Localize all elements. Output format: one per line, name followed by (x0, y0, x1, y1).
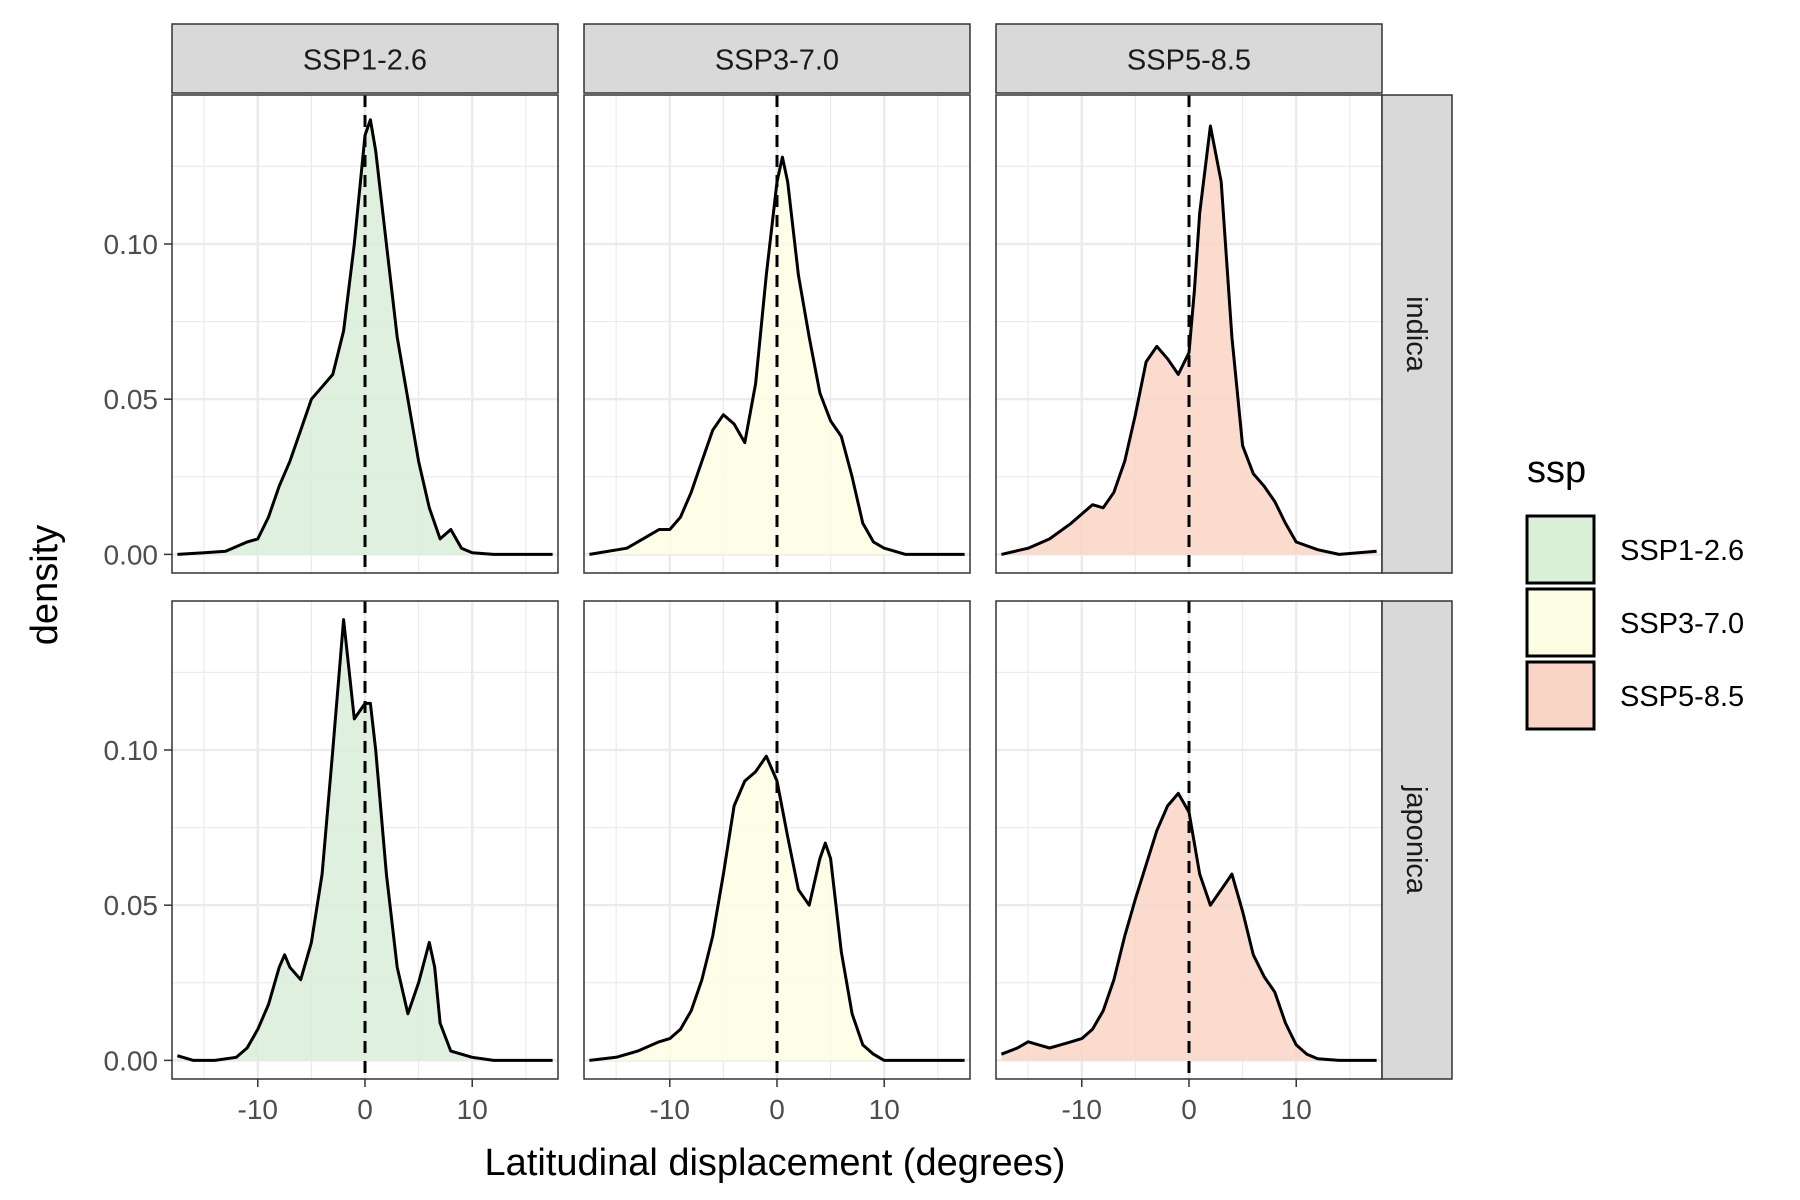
x-tick-label: 0 (1181, 1094, 1197, 1125)
strip-japonica: japonica (1381, 600, 1453, 1080)
strip-label: SSP1-2.6 (303, 45, 427, 77)
panel-indica-ssp3-7-0 (583, 94, 971, 574)
x-tick-label: -10 (650, 1094, 690, 1125)
legend-label: SSP3-7.0 (1620, 608, 1744, 640)
x-axis-title: Latitudinal displacement (degrees) (485, 1142, 1066, 1184)
y-tick-label: 0.05 (104, 384, 159, 415)
density-area (177, 619, 553, 1061)
axes: 0.00 0.05 0.10 0.00 0.05 0.10 -10 0 10 -10 0 10 -10 0… (104, 229, 1312, 1125)
y-tick-label: 0.10 (104, 229, 159, 260)
strip-label: SSP5-8.5 (1127, 45, 1251, 77)
strip-background (171, 23, 559, 94)
y-axis-title: density (24, 525, 66, 645)
x-tick-label: 10 (457, 1094, 488, 1125)
y-tick-label: 0.10 (104, 735, 159, 766)
legend-item-ssp3-7-0: SSP3-7.0 (1525, 587, 1744, 658)
panel-japonica-ssp3-7-0 (583, 600, 971, 1080)
strip-indica: indica (1381, 94, 1453, 574)
strip-label: SSP3-7.0 (715, 45, 839, 77)
x-tick-label: -10 (238, 1094, 278, 1125)
legend-label: SSP5-8.5 (1620, 681, 1744, 713)
strip-background (1381, 600, 1453, 1080)
density-line (1000, 791, 1377, 1062)
panel-border (171, 94, 559, 574)
density-line (1001, 124, 1377, 556)
legend-label: SSP1-2.6 (1620, 535, 1744, 567)
y-tick-label: 0.05 (104, 890, 159, 921)
facet-strips: SSP1-2.6 SSP3-7.0 SSP5-8.5 indica japonica (171, 23, 1453, 1080)
panel-indica-ssp1-2-6 (171, 94, 559, 574)
x-tick-label: 0 (357, 1094, 373, 1125)
panel-border (583, 94, 971, 574)
legend: ssp SSP1-2.6 SSP3-7.0 SSP5-8.5 (1525, 449, 1744, 731)
strip-background (583, 23, 971, 94)
strip-label: indica (1400, 296, 1432, 373)
legend-swatch (1525, 660, 1596, 731)
y-tick-label: 0.00 (104, 1045, 159, 1076)
density-line (176, 618, 553, 1062)
y-tick-label: 0.00 (104, 539, 159, 570)
legend-title: ssp (1527, 449, 1586, 491)
panel-japonica-ssp1-2-6 (171, 600, 559, 1080)
legend-item-ssp1-2-6: SSP1-2.6 (1525, 514, 1744, 585)
strip-background (995, 23, 1383, 94)
panel-indica-ssp5-8-5 (995, 94, 1383, 574)
strip-ssp3-7-0: SSP3-7.0 (583, 23, 971, 94)
strip-label: japonica (1400, 785, 1432, 895)
density-area (1001, 126, 1377, 555)
facet-panels (171, 94, 1383, 1080)
legend-swatch (1525, 587, 1596, 658)
x-tick-label: 0 (769, 1094, 785, 1125)
legend-swatch (1525, 514, 1596, 585)
panel-japonica-ssp5-8-5 (995, 600, 1383, 1080)
strip-ssp5-8-5: SSP5-8.5 (995, 23, 1383, 94)
x-tick-label: -10 (1062, 1094, 1102, 1125)
strip-background (1381, 94, 1453, 574)
strip-ssp1-2-6: SSP1-2.6 (171, 23, 559, 94)
x-tick-label: 10 (1281, 1094, 1312, 1125)
x-tick-label: 10 (869, 1094, 900, 1125)
legend-item-ssp5-8-5: SSP5-8.5 (1525, 660, 1744, 731)
